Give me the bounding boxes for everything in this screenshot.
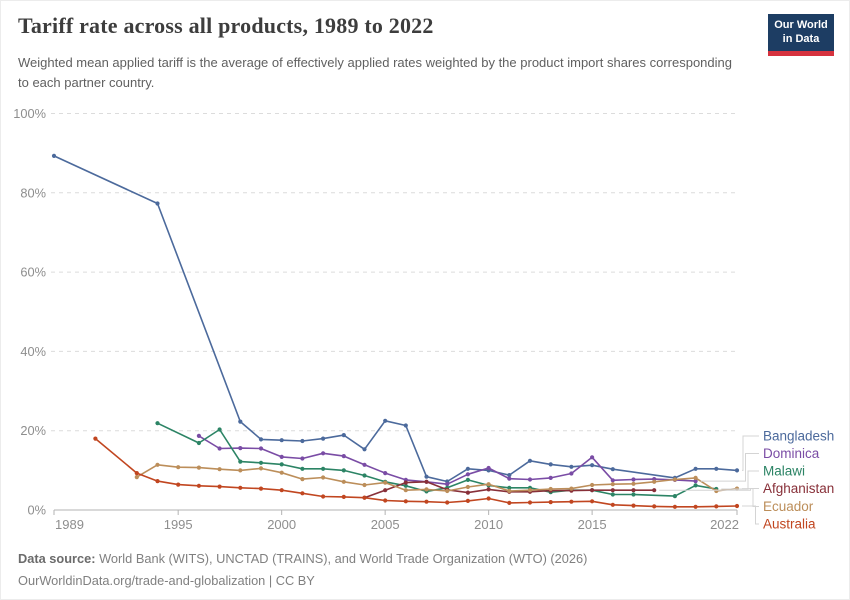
data-source-label: Data source: <box>18 551 96 566</box>
series-markers-bangladesh <box>51 153 740 484</box>
series-line-ecuador[interactable] <box>136 463 738 492</box>
series-markers-australia <box>93 436 740 509</box>
x-tick-label-1995: 1995 <box>164 517 193 532</box>
owid-logo-line1: Our World <box>774 18 828 31</box>
x-tick-label-2005: 2005 <box>371 517 400 532</box>
x-tick-label-2022: 2022 <box>710 517 739 532</box>
x-tick-label-2015: 2015 <box>578 517 607 532</box>
y-tick-label-0: 0% <box>28 503 47 518</box>
series-line-dominica[interactable] <box>198 435 696 486</box>
legend-label-ecuador[interactable]: Ecuador <box>763 499 814 514</box>
legend-connector-dominica <box>700 453 759 482</box>
attribution-link[interactable]: OurWorldinData.org/trade-and-globalizati… <box>18 573 315 588</box>
legend-connector-afghanistan <box>659 488 759 491</box>
x-tick-label-2000: 2000 <box>267 517 296 532</box>
y-tick-label-80: 80% <box>20 185 46 200</box>
series-markers-ecuador <box>134 462 740 494</box>
data-source-note: Data source: World Bank (WITS), UNCTAD (… <box>18 551 587 566</box>
legend-connector-australia <box>742 505 759 525</box>
legend-label-malawi[interactable]: Malawi <box>763 464 805 479</box>
page-title: Tariff rate across all products, 1989 to… <box>18 13 434 38</box>
x-tick-label-1989: 1989 <box>55 517 84 532</box>
x-tick-label-2010: 2010 <box>474 517 503 532</box>
owid-logo[interactable]: Our World in Data <box>768 14 834 56</box>
y-tick-label-40: 40% <box>20 344 46 359</box>
legend-label-dominica[interactable]: Dominica <box>763 446 820 461</box>
legend-connector-bangladesh <box>742 435 759 471</box>
legend-label-afghanistan[interactable]: Afghanistan <box>763 481 834 496</box>
legend-label-bangladesh[interactable]: Bangladesh <box>763 429 834 444</box>
owid-logo-line2: in Data <box>782 32 820 45</box>
legend-connector-ecuador <box>742 488 759 507</box>
legend-connector-malawi <box>721 470 759 490</box>
series-markers-dominica <box>196 433 698 487</box>
data-source-text: World Bank (WITS), UNCTAD (TRAINS), and … <box>95 551 588 566</box>
y-tick-label-20: 20% <box>20 423 46 438</box>
y-tick-label-100: 100% <box>13 106 46 121</box>
legend-label-australia[interactable]: Australia <box>763 517 816 532</box>
chart-subtitle: Weighted mean applied tariff is the aver… <box>18 55 732 90</box>
y-tick-label-60: 60% <box>20 265 46 280</box>
